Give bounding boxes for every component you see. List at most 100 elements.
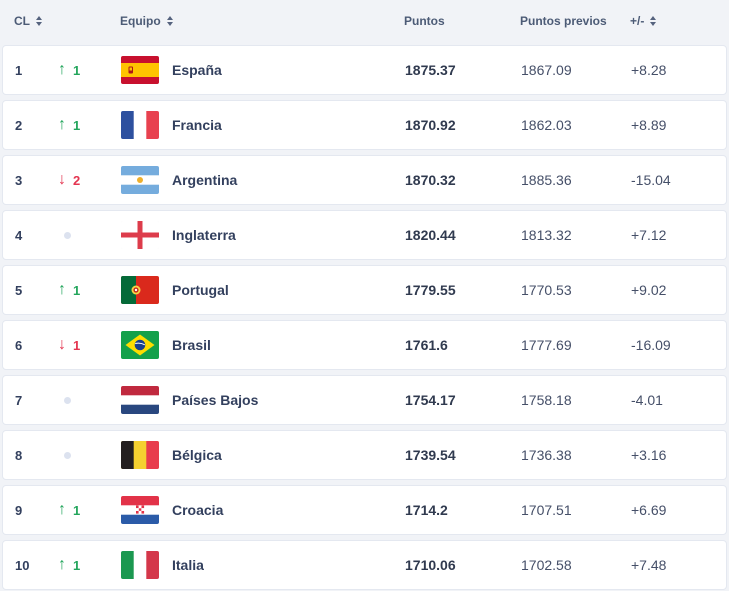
- table-row[interactable]: 2 ↑ 1 Francia 1870.92 1862.03 +8.89: [2, 100, 727, 150]
- team-cell: Croacia: [121, 496, 405, 524]
- prev-points-value: 1707.51: [521, 502, 572, 518]
- table-row[interactable]: 1 ↑ 1 España 1875.37 1867.09 +8.28: [2, 45, 727, 95]
- team-cell: Brasil: [121, 331, 405, 359]
- table-row[interactable]: 6 ↓ 1 Brasil 1761.6 1777.69 -16.09: [2, 320, 727, 370]
- movement-value: 1: [73, 337, 81, 353]
- points-value: 1714.2: [405, 502, 448, 518]
- rank-value: 4: [15, 227, 23, 243]
- column-label-team: Equipo: [120, 13, 161, 28]
- team-name: Croacia: [172, 502, 224, 518]
- team-name: Países Bajos: [172, 392, 259, 408]
- column-header-points: Puntos: [404, 14, 520, 28]
- sort-icon[interactable]: [650, 15, 657, 26]
- points-value: 1870.92: [405, 117, 456, 133]
- movement-up: ↑ 1: [58, 62, 121, 78]
- team-cell: Bélgica: [121, 441, 405, 469]
- rank-value: 5: [15, 282, 23, 298]
- up-arrow-icon: ↑: [58, 556, 66, 573]
- team-name: España: [172, 62, 222, 78]
- table-row[interactable]: 5 ↑ 1 Portugal 1779.55 1770.53 +9.02: [2, 265, 727, 315]
- down-arrow-icon: ↓: [58, 171, 66, 188]
- flag-en-icon: [121, 221, 159, 249]
- prev-points-value: 1885.36: [521, 172, 572, 188]
- points-value: 1820.44: [405, 227, 456, 243]
- movement-none: [58, 451, 121, 459]
- prev-points-value: 1702.58: [521, 557, 572, 573]
- column-header-team[interactable]: Equipo: [120, 14, 404, 28]
- team-name: Argentina: [172, 172, 238, 188]
- diff-value: -4.01: [631, 392, 663, 408]
- movement-value: 1: [73, 62, 81, 78]
- rank-value: 9: [15, 502, 23, 518]
- rank-value: 2: [15, 117, 23, 133]
- team-name: Inglaterra: [172, 227, 236, 243]
- prev-points-value: 1777.69: [521, 337, 572, 353]
- movement-down: ↓ 2: [58, 172, 121, 188]
- diff-value: +7.48: [631, 557, 667, 573]
- diff-value: +8.89: [631, 117, 667, 133]
- movement-up: ↑ 1: [58, 502, 121, 518]
- team-cell: Francia: [121, 111, 405, 139]
- movement-down: ↓ 1: [58, 337, 121, 353]
- movement-value: 1: [73, 557, 81, 573]
- team-cell: Inglaterra: [121, 221, 405, 249]
- table-row[interactable]: 7 Países Bajos 1754.17 1758.18 -4.01: [2, 375, 727, 425]
- ranking-rows: 1 ↑ 1 España 1875.37 1867.09 +8.28 2 ↑ 1 Francia 18…: [0, 45, 729, 590]
- table-header: CL Equipo Puntos Puntos previos +/-: [0, 0, 729, 41]
- no-change-dot-icon: [64, 451, 71, 459]
- movement-none: [58, 396, 121, 404]
- movement-value: 1: [73, 282, 81, 298]
- movement-up: ↑ 1: [58, 557, 121, 573]
- prev-points-value: 1758.18: [521, 392, 572, 408]
- points-value: 1710.06: [405, 557, 456, 573]
- table-row[interactable]: 9 ↑ 1 Croacia 1714.2 1707.51 +6.69: [2, 485, 727, 535]
- prev-points-value: 1736.38: [521, 447, 572, 463]
- movement-value: 1: [73, 502, 81, 518]
- table-row[interactable]: 4 Inglaterra 1820.44 1813.32 +7.12: [2, 210, 727, 260]
- down-arrow-icon: ↓: [58, 336, 66, 353]
- prev-points-value: 1862.03: [521, 117, 572, 133]
- movement-value: 2: [73, 172, 81, 188]
- column-header-rank[interactable]: CL: [14, 14, 57, 28]
- team-name: Francia: [172, 117, 222, 133]
- movement-none: [58, 231, 121, 239]
- table-row[interactable]: 10 ↑ 1 Italia 1710.06 1702.58 +7.48: [2, 540, 727, 590]
- team-name: Italia: [172, 557, 204, 573]
- flag-br-icon: [121, 331, 159, 359]
- diff-value: -16.09: [631, 337, 671, 353]
- column-header-diff[interactable]: +/-: [630, 14, 729, 28]
- column-label-points: Puntos: [404, 13, 445, 28]
- column-header-prev-points: Puntos previos: [520, 14, 630, 28]
- movement-up: ↑ 1: [58, 117, 121, 133]
- diff-value: +3.16: [631, 447, 667, 463]
- table-row[interactable]: 8 Bélgica 1739.54 1736.38 +3.16: [2, 430, 727, 480]
- diff-value: +6.69: [631, 502, 667, 518]
- points-value: 1754.17: [405, 392, 456, 408]
- movement-up: ↑ 1: [58, 282, 121, 298]
- up-arrow-icon: ↑: [58, 61, 66, 78]
- rank-value: 7: [15, 392, 23, 408]
- flag-be-icon: [121, 441, 159, 469]
- no-change-dot-icon: [64, 231, 71, 239]
- table-row[interactable]: 3 ↓ 2 Argentina 1870.32 1885.36 -15.04: [2, 155, 727, 205]
- column-label-prev-points: Puntos previos: [520, 13, 607, 28]
- prev-points-value: 1867.09: [521, 62, 572, 78]
- rank-value: 1: [15, 62, 23, 78]
- rank-value: 6: [15, 337, 23, 353]
- points-value: 1870.32: [405, 172, 456, 188]
- points-value: 1761.6: [405, 337, 448, 353]
- diff-value: +9.02: [631, 282, 667, 298]
- sort-icon[interactable]: [166, 15, 173, 26]
- rank-value: 10: [15, 557, 30, 573]
- movement-value: 1: [73, 117, 81, 133]
- team-name: Bélgica: [172, 447, 222, 463]
- sort-icon[interactable]: [36, 15, 42, 26]
- team-cell: Argentina: [121, 166, 405, 194]
- rank-value: 8: [15, 447, 23, 463]
- team-cell: Portugal: [121, 276, 405, 304]
- rank-value: 3: [15, 172, 23, 188]
- diff-value: +7.12: [631, 227, 667, 243]
- no-change-dot-icon: [64, 396, 71, 404]
- team-cell: Países Bajos: [121, 386, 405, 414]
- up-arrow-icon: ↑: [58, 281, 66, 298]
